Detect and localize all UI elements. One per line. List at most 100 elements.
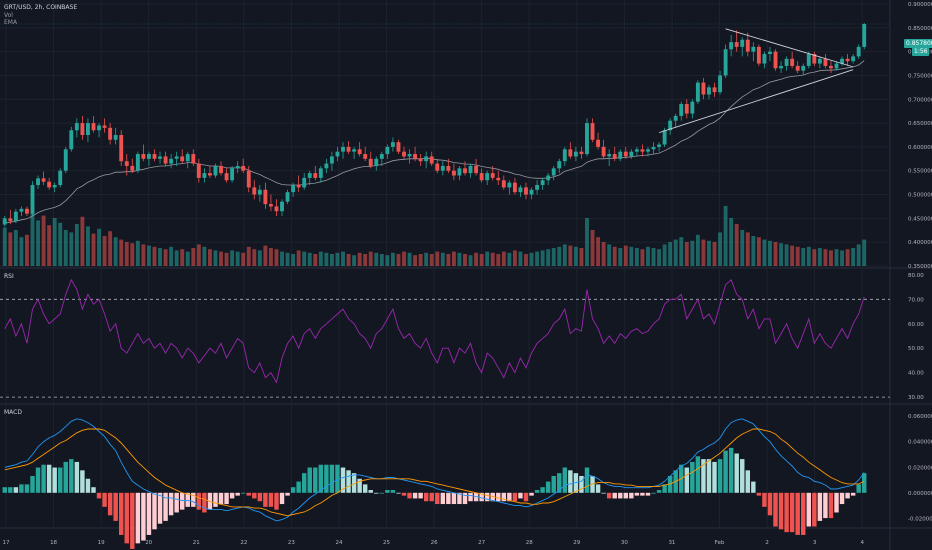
macd-histogram-bar (396, 492, 401, 494)
last-price-tag: 0.85780000 (904, 39, 932, 48)
candle-body (374, 158, 379, 166)
candle-body (163, 156, 168, 164)
macd-histogram-bar (185, 492, 190, 507)
volume-bar (768, 240, 772, 266)
x-tick-label: 28 (526, 540, 533, 546)
candle-body (257, 189, 262, 195)
volume-bar (268, 248, 273, 266)
volume-bar (274, 249, 279, 266)
candle-body (390, 142, 395, 147)
volume-bar (607, 244, 612, 266)
volume-bar (119, 239, 124, 266)
volume-bar (80, 216, 85, 266)
macd-histogram-bar (795, 492, 800, 535)
volume-bar (712, 242, 717, 266)
candle-body (695, 82, 700, 102)
candle-body (185, 154, 190, 162)
macd-histogram-bar (845, 492, 850, 499)
macd-histogram-bar (662, 484, 667, 493)
candle-body (629, 151, 634, 157)
volume-bar (435, 251, 440, 266)
candle-body (8, 218, 13, 222)
volume-bar (817, 248, 822, 266)
volume-bar (36, 220, 40, 266)
candle-body (618, 151, 623, 159)
volume-bar (806, 246, 811, 266)
volume-bar (318, 251, 323, 266)
macd-histogram-bar (118, 492, 124, 535)
macd-histogram-bar (224, 492, 229, 505)
macd-histogram-bar (479, 492, 484, 502)
volume-bar (734, 224, 739, 266)
candle-body (596, 139, 601, 147)
x-tick-label: 31 (668, 540, 675, 546)
candle-body (302, 177, 307, 188)
volume-bar (707, 240, 711, 266)
candle-body (196, 163, 201, 178)
macd-histogram-bar (351, 473, 357, 493)
rsi-pane-label[interactable]: RSI (4, 273, 14, 280)
macd-pane-label[interactable]: MACD (4, 409, 22, 416)
macd-histogram-bar (551, 475, 556, 493)
candle-body (790, 58, 795, 66)
macd-histogram-bar (179, 492, 185, 510)
triangle-trendline (725, 28, 854, 68)
candle-body (246, 170, 251, 188)
volume-bar (834, 249, 839, 266)
macd-histogram-bar (468, 492, 473, 502)
candle-body (252, 187, 257, 195)
volume-bar (41, 215, 46, 266)
volume-bar (695, 234, 700, 266)
candle-body (352, 149, 357, 152)
ema-indicator-label[interactable]: EMA (4, 19, 18, 26)
macd-histogram-bar (202, 492, 207, 513)
macd-histogram-bar (712, 461, 717, 493)
macd-histogram-bar (318, 464, 324, 493)
volume-bar (91, 233, 96, 266)
volume-bar (562, 244, 567, 266)
price-tick-label: 0.55000000 (908, 169, 932, 175)
volume-bar (540, 250, 545, 266)
candle-body (479, 173, 484, 181)
candle-body (657, 144, 662, 147)
candle-body (540, 180, 545, 186)
volume-bar (285, 252, 290, 266)
x-tick-label: 24 (335, 540, 342, 546)
macd-histogram-bar (778, 492, 784, 530)
macd-histogram-bar (784, 492, 789, 533)
macd-histogram-bar (340, 467, 346, 493)
candle-body (207, 173, 212, 176)
volume-bar (590, 230, 595, 266)
macd-histogram-bar (418, 492, 423, 499)
macd-histogram-bar (562, 467, 568, 493)
candle-body (490, 173, 495, 178)
macd-histogram-bar (58, 467, 63, 493)
candle-body (795, 65, 800, 71)
candle-body (202, 173, 207, 178)
candle-body (174, 156, 179, 159)
candle-body (36, 178, 40, 186)
volume-bar (490, 252, 495, 266)
candle-body (529, 189, 534, 195)
volume-bar (74, 224, 79, 266)
volume-bar (629, 246, 634, 266)
volume-bar (790, 245, 795, 266)
macd-histogram-bar (595, 484, 601, 493)
macd-histogram-bar (91, 487, 96, 493)
candle-body (141, 154, 146, 159)
volume-bar (19, 237, 24, 266)
macd-histogram-bar (124, 492, 129, 544)
price-tick-label: 0.75000000 (908, 73, 932, 79)
volume-bar (213, 250, 218, 266)
candle-body (773, 51, 778, 69)
macd-histogram-bar (557, 473, 562, 493)
volume-indicator-label[interactable]: Vol (4, 12, 13, 19)
volume-bar (457, 252, 462, 266)
macd-histogram-bar (623, 492, 629, 499)
macd-histogram-bar (828, 492, 834, 519)
volume-bar (779, 243, 783, 266)
x-tick-label: 19 (98, 540, 105, 546)
macd-histogram-bar (850, 492, 856, 496)
macd-histogram-bar (856, 484, 861, 493)
